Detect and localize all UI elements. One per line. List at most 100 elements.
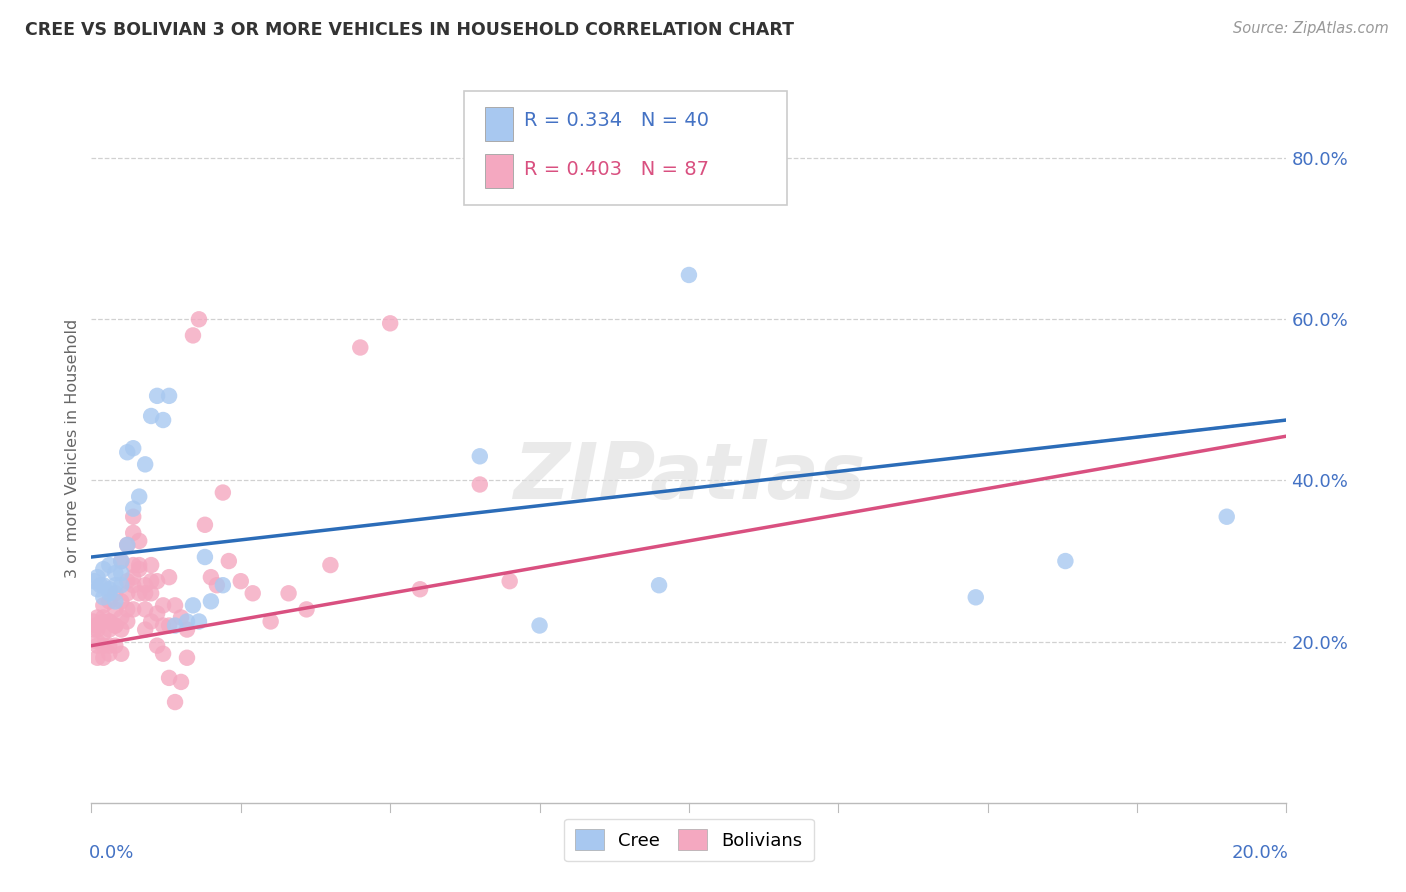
Point bbox=[86, 582, 108, 597]
Point bbox=[181, 599, 204, 613]
Point bbox=[104, 639, 127, 653]
Text: Source: ZipAtlas.com: Source: ZipAtlas.com bbox=[1233, 21, 1389, 37]
Point bbox=[1216, 509, 1239, 524]
Point bbox=[82, 615, 104, 629]
Point bbox=[84, 618, 107, 632]
Point bbox=[134, 458, 156, 472]
Point bbox=[181, 328, 204, 343]
Point bbox=[115, 538, 138, 552]
Point bbox=[152, 413, 174, 427]
Point bbox=[104, 602, 127, 616]
Point bbox=[188, 312, 211, 326]
Point bbox=[141, 558, 163, 572]
Point bbox=[128, 490, 150, 504]
Point bbox=[86, 650, 108, 665]
Point bbox=[104, 566, 127, 581]
Point bbox=[499, 574, 522, 589]
Point bbox=[93, 615, 115, 629]
Point bbox=[152, 599, 174, 613]
Point bbox=[529, 618, 551, 632]
Point bbox=[93, 610, 115, 624]
Point bbox=[83, 623, 105, 637]
Point bbox=[98, 623, 121, 637]
Point bbox=[188, 615, 211, 629]
Point bbox=[380, 316, 402, 330]
Point bbox=[176, 623, 198, 637]
Point bbox=[104, 618, 127, 632]
Point bbox=[141, 574, 163, 589]
Point bbox=[98, 582, 121, 597]
Point bbox=[98, 558, 121, 572]
Point bbox=[93, 578, 115, 592]
Point bbox=[128, 533, 150, 548]
Point bbox=[134, 578, 156, 592]
Point bbox=[104, 578, 127, 592]
Point bbox=[86, 570, 108, 584]
Point bbox=[176, 650, 198, 665]
Point bbox=[115, 445, 138, 459]
Point bbox=[110, 610, 132, 624]
Point bbox=[200, 594, 222, 608]
Point bbox=[194, 549, 217, 564]
Point bbox=[163, 695, 186, 709]
Point bbox=[229, 574, 252, 589]
Point bbox=[98, 615, 121, 629]
Point bbox=[122, 501, 145, 516]
Point bbox=[678, 268, 700, 282]
Text: 0.0%: 0.0% bbox=[89, 844, 135, 862]
Point bbox=[115, 602, 138, 616]
Point bbox=[128, 562, 150, 576]
Point bbox=[146, 389, 169, 403]
Point bbox=[965, 591, 987, 605]
Point bbox=[98, 615, 121, 629]
Point bbox=[93, 626, 115, 640]
Point bbox=[110, 623, 132, 637]
Point bbox=[242, 586, 264, 600]
Point bbox=[83, 574, 105, 589]
Point bbox=[115, 615, 138, 629]
Point bbox=[152, 618, 174, 632]
Point bbox=[157, 570, 180, 584]
Point bbox=[134, 586, 156, 600]
Point bbox=[110, 594, 132, 608]
Point bbox=[1054, 554, 1077, 568]
Point bbox=[93, 562, 115, 576]
Point bbox=[141, 615, 163, 629]
Text: CREE VS BOLIVIAN 3 OR MORE VEHICLES IN HOUSEHOLD CORRELATION CHART: CREE VS BOLIVIAN 3 OR MORE VEHICLES IN H… bbox=[25, 21, 794, 39]
Point bbox=[170, 610, 193, 624]
Point bbox=[163, 618, 186, 632]
Point bbox=[170, 674, 193, 689]
Point bbox=[110, 578, 132, 592]
Point bbox=[98, 639, 121, 653]
Point bbox=[122, 509, 145, 524]
Point bbox=[89, 578, 111, 592]
Point bbox=[122, 558, 145, 572]
Point bbox=[86, 639, 108, 653]
Point bbox=[122, 441, 145, 455]
Point bbox=[141, 586, 163, 600]
Point bbox=[93, 639, 115, 653]
Legend: Cree, Bolivians: Cree, Bolivians bbox=[564, 819, 814, 861]
Point bbox=[122, 570, 145, 584]
Point bbox=[205, 578, 228, 592]
Point bbox=[110, 647, 132, 661]
Point bbox=[200, 570, 222, 584]
Point bbox=[104, 618, 127, 632]
Text: 20.0%: 20.0% bbox=[1232, 844, 1289, 862]
Point bbox=[163, 599, 186, 613]
Text: R = 0.403   N = 87: R = 0.403 N = 87 bbox=[524, 160, 710, 178]
Point bbox=[110, 566, 132, 581]
Point bbox=[194, 517, 217, 532]
Point bbox=[122, 602, 145, 616]
Point bbox=[104, 594, 127, 608]
Point bbox=[259, 615, 281, 629]
Point bbox=[134, 602, 156, 616]
Point bbox=[152, 647, 174, 661]
Point bbox=[468, 477, 491, 491]
Point bbox=[110, 554, 132, 568]
Point bbox=[648, 578, 671, 592]
Text: ZIPatlas: ZIPatlas bbox=[513, 439, 865, 515]
Point bbox=[128, 558, 150, 572]
Point bbox=[319, 558, 342, 572]
Point bbox=[176, 615, 198, 629]
